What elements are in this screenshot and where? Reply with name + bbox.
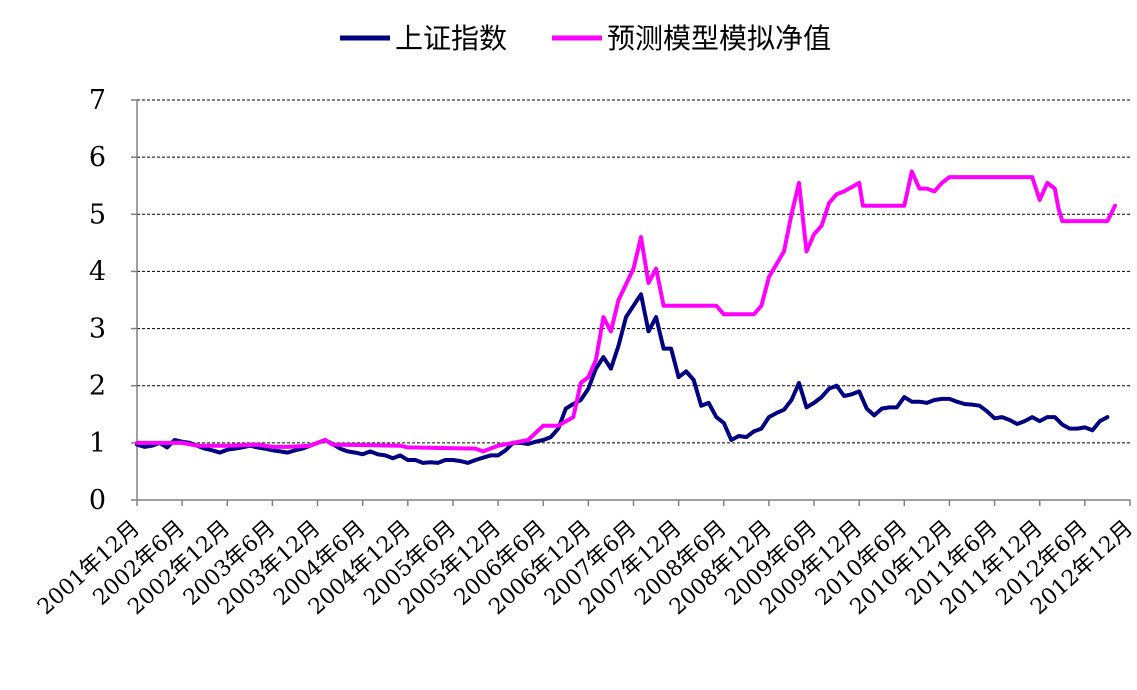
y-tick-label: 7 (89, 85, 106, 116)
legend-label-shanghai-index: 上证指数 (395, 22, 507, 55)
series-line-shanghai-index (135, 292, 1110, 465)
y-tick-label: 0 (89, 485, 106, 516)
y-tick-label: 6 (89, 142, 106, 173)
y-tick-label: 2 (89, 371, 106, 402)
x-axis-ticks: 2001年12月2002年6月2002年12月2003年6月2003年12月20… (33, 500, 1137, 620)
y-tick-label: 1 (89, 428, 106, 459)
axes (136, 100, 1130, 501)
y-tick-label: 5 (89, 199, 106, 230)
y-axis-ticks: 0 1 2 3 4 5 6 7 (89, 85, 137, 516)
series-line-model-nav (135, 169, 1117, 454)
series-lines (135, 169, 1117, 465)
y-tick-label: 3 (89, 314, 106, 345)
legend-label-model-nav: 预测模型模拟净值 (607, 22, 831, 55)
y-tick-label: 4 (89, 256, 106, 287)
legend: 上证指数 预测模型模拟净值 (340, 22, 831, 55)
